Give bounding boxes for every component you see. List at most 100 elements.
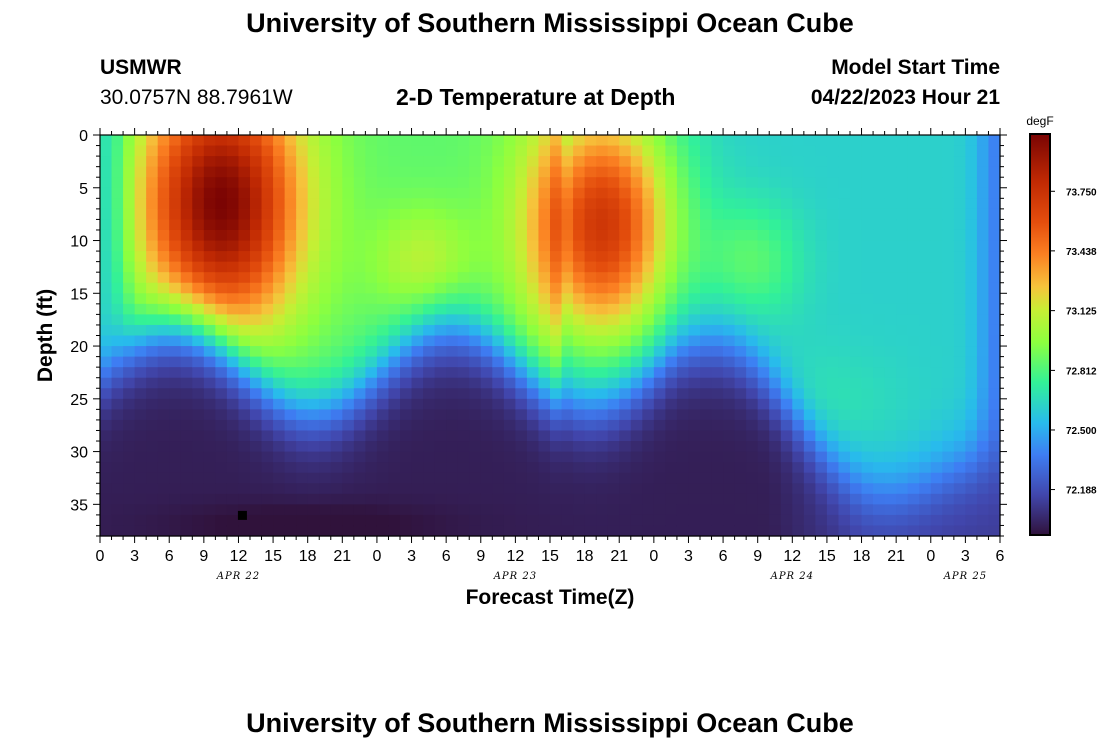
heat-cell [319,346,332,358]
heat-cell [238,272,251,284]
heat-cell [492,462,505,474]
heat-cell [607,282,620,294]
heat-cell [584,388,597,400]
heat-cell [803,251,816,263]
heat-cell [584,187,597,199]
heat-cell [538,409,551,421]
heat-cell [296,462,309,474]
heat-cell [838,324,851,337]
heat-cell [723,335,736,347]
heat-cell [146,261,159,273]
heat-cell [676,335,690,347]
heat-cell [169,451,182,463]
heat-cell [942,525,955,537]
heat-cell [896,377,909,389]
heat-cell [376,441,390,453]
heat-cell [653,525,666,537]
heat-cell [319,514,332,527]
heat-cell [584,293,597,305]
heat-cell [284,472,297,484]
heat-cell [988,483,1001,495]
heat-cell [850,346,863,358]
heat-cell [526,398,540,410]
heat-cell [111,451,124,463]
heat-cell [342,208,355,221]
heat-cell [284,377,297,389]
heat-cell [457,187,470,199]
heat-cell [503,240,516,252]
heat-cell [711,483,724,495]
heat-cell [907,462,920,474]
heat-cell [596,441,609,453]
heat-cell [250,525,263,537]
heat-cell [134,261,147,273]
heat-cell [896,483,909,495]
heat-cell [965,314,978,326]
heat-cell [700,261,713,273]
heat-cell [492,409,505,421]
heat-cell [238,187,251,199]
heat-cell [838,219,851,231]
heat-cell [700,335,713,347]
heat-cell [676,441,690,453]
heat-cell [480,293,493,305]
heat-cell [123,198,136,210]
heat-cell [630,135,643,147]
heat-cell [515,208,528,221]
heat-cell [919,514,932,527]
heat-cell [446,430,459,442]
heat-cell [100,514,113,527]
heat-cell [423,388,436,400]
heat-cell [261,441,274,453]
heat-cell [526,293,540,305]
heat-cell [238,324,251,337]
heat-cell [123,135,136,147]
heat-cell [619,377,632,389]
heat-cell [203,472,216,484]
heat-cell [434,208,447,221]
heat-cell [388,419,401,432]
heat-cell [700,525,713,537]
heat-cell [169,377,182,389]
heat-cell [769,398,782,410]
heat-cell [757,219,770,231]
heat-cell [515,282,528,294]
heat-cell [526,514,540,527]
heat-cell [123,493,136,505]
heat-cell [884,156,897,168]
heat-cell [319,377,332,389]
heat-cell [988,451,1001,463]
heat-cell [157,483,170,495]
heat-cell [492,219,505,231]
heat-cell [180,198,193,210]
heat-cell [976,187,990,199]
date-label: APR 23 [493,571,537,582]
heat-cell [307,525,320,537]
heat-cell [376,177,390,189]
heat-cell [676,208,690,221]
heat-cell [769,208,782,221]
heat-cell [965,335,978,347]
heat-cell [573,219,586,231]
heat-cell [676,135,690,147]
y-tick-label: 20 [70,339,88,356]
heat-cell [550,177,563,189]
heat-cell [792,145,805,157]
heat-cell [746,177,759,189]
heat-cell [815,451,828,463]
heat-cell [503,346,516,358]
heat-cell [457,472,470,484]
heat-cell [873,282,886,294]
heat-cell [538,462,551,474]
heat-cell [757,504,770,516]
heat-cell [596,346,609,358]
heat-cell [688,314,701,326]
heat-cell [988,166,1001,178]
heat-cell [169,493,182,505]
heat-cell [965,483,978,495]
heat-cell [215,419,228,432]
heat-cell [596,135,609,147]
heat-cell [388,504,401,516]
heat-cell [538,377,551,389]
heat-cell [780,187,793,199]
